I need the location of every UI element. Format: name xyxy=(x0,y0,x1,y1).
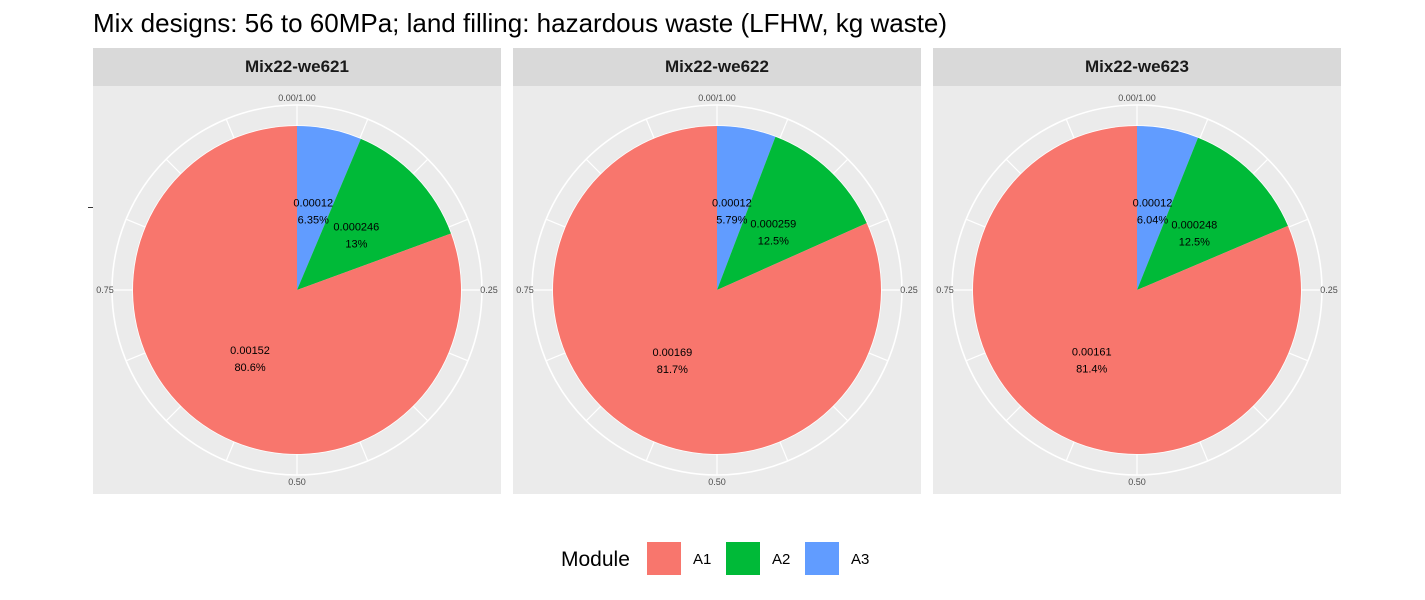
angle-tick-label: 0.00/1.00 xyxy=(698,93,736,103)
slice-value-label: 0.00012 xyxy=(1133,197,1173,209)
legend-key-a3 xyxy=(805,542,839,575)
angle-tick-label: 0.50 xyxy=(708,477,726,487)
facet-panel-1: Mix22-we621 0.00/1.00 0.25 0.50 0.75 0.00012… xyxy=(93,48,501,494)
slice-percent-label: 13% xyxy=(345,238,367,250)
slice-value-label: 0.000259 xyxy=(750,218,796,230)
facet-panel-3: Mix22-we623 0.00/1.00 0.25 0.50 0.75 0.00012… xyxy=(933,48,1341,494)
pie-slice-a2 xyxy=(297,138,451,290)
legend-key-a1 xyxy=(647,542,681,575)
pie-slice-a2 xyxy=(717,136,867,290)
legend-label-a1: A1 xyxy=(693,551,712,568)
facet-strip-label: Mix22-we623 xyxy=(933,48,1341,86)
pie-slice-a3 xyxy=(297,126,361,290)
legend-key-a2 xyxy=(726,542,760,575)
facet-panel-2: Mix22-we622 0.00/1.00 0.25 0.50 0.75 0.00012… xyxy=(513,48,921,494)
pie-slice-a2 xyxy=(1137,137,1288,290)
pie-slice-a1 xyxy=(973,126,1301,454)
angle-tick-label: 0.25 xyxy=(480,285,498,295)
slice-value-label: 0.000248 xyxy=(1171,219,1217,231)
pie-chart-2: 0.00/1.00 0.25 0.50 0.75 0.00012 5.79% 0.00025… xyxy=(516,93,918,487)
facet-strip-label: Mix22-we621 xyxy=(93,48,501,86)
slice-percent-label: 12.5% xyxy=(1179,236,1210,248)
angle-tick-label: 0.25 xyxy=(1320,285,1338,295)
pie-slice-a1 xyxy=(553,126,881,454)
slice-value-label: 0.00169 xyxy=(652,347,692,359)
slice-value-label: 0.00152 xyxy=(230,345,270,357)
chart-title: Mix designs: 56 to 60MPa; land filling: … xyxy=(93,8,948,38)
legend-label-a2: A2 xyxy=(772,551,791,568)
slice-value-label: 0.00012 xyxy=(293,198,333,210)
pie-slice-a3 xyxy=(717,126,776,290)
slice-percent-label: 81.7% xyxy=(657,364,688,376)
pie-chart-1: 0.00/1.00 0.25 0.50 0.75 0.00012 6.35% 0.00024… xyxy=(96,93,498,487)
facet-strip-label: Mix22-we622 xyxy=(513,48,921,86)
angle-tick-label: 0.75 xyxy=(936,285,954,295)
angle-tick-label: 0.75 xyxy=(96,285,114,295)
slice-value-label: 0.00161 xyxy=(1072,346,1112,358)
y-axis-tick xyxy=(88,207,93,208)
angle-tick-label: 0.50 xyxy=(288,477,306,487)
angle-tick-label: 0.25 xyxy=(900,285,918,295)
angle-tick-label: 0.00/1.00 xyxy=(278,93,316,103)
slice-percent-label: 81.4% xyxy=(1076,363,1107,375)
angle-tick-label: 0.00/1.00 xyxy=(1118,93,1156,103)
slice-percent-label: 5.79% xyxy=(716,214,747,226)
slice-value-label: 0.00012 xyxy=(712,197,752,209)
pie-slice-a1 xyxy=(133,126,462,455)
slice-percent-label: 80.6% xyxy=(234,362,265,374)
pie-chart-3: 0.00/1.00 0.25 0.50 0.75 0.00012 6.04% 0.00024… xyxy=(936,93,1338,487)
legend: Module A1 A2 A3 xyxy=(0,540,1425,576)
angle-tick-label: 0.75 xyxy=(516,285,534,295)
slice-percent-label: 6.04% xyxy=(1137,214,1168,226)
legend-title: Module xyxy=(561,548,630,571)
slice-percent-label: 6.35% xyxy=(298,215,329,227)
slice-percent-label: 12.5% xyxy=(758,235,789,247)
pie-slice-a3 xyxy=(1137,126,1199,290)
angle-tick-label: 0.50 xyxy=(1128,477,1146,487)
slice-value-label: 0.000246 xyxy=(333,221,379,233)
legend-label-a3: A3 xyxy=(851,551,870,568)
